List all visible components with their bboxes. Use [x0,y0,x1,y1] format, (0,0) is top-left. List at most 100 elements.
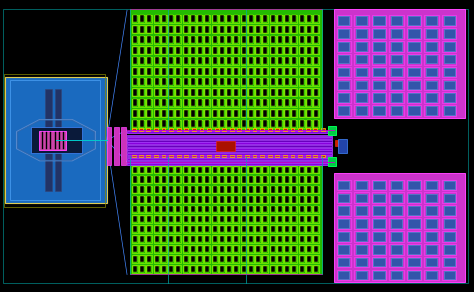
Bar [176,57,180,64]
Bar [277,57,283,65]
Bar [133,186,137,193]
Bar [313,265,319,273]
Bar [292,245,298,253]
Bar [220,246,224,252]
Bar [146,88,153,96]
Bar [278,166,282,173]
Bar [248,265,254,273]
Bar [338,93,349,102]
Bar [132,245,138,253]
Bar [233,15,239,23]
Bar [306,225,312,233]
Bar [204,196,210,203]
Bar [133,89,137,96]
Bar [300,68,304,75]
Bar [127,137,332,139]
Bar [162,128,165,131]
Bar [219,120,225,128]
Bar [424,54,439,65]
Bar [213,236,217,242]
Bar [198,196,202,203]
Bar [204,166,210,173]
Bar [191,99,195,106]
Bar [444,81,455,89]
Bar [248,67,254,75]
Bar [161,186,167,193]
Bar [204,265,210,273]
Bar [253,155,256,157]
Bar [277,265,283,273]
Bar [356,68,367,76]
Bar [205,256,210,262]
Bar [176,226,180,232]
Bar [242,68,246,75]
Bar [292,47,296,54]
Bar [235,57,238,64]
Bar [139,235,145,243]
Bar [284,255,290,263]
Bar [256,166,260,173]
Bar [292,15,298,23]
Bar [292,46,298,54]
Bar [155,99,159,106]
Bar [242,120,246,127]
Bar [175,120,182,128]
Bar [407,28,421,39]
Bar [211,225,218,233]
Bar [132,88,138,96]
Bar [271,196,274,203]
Bar [169,266,173,272]
Bar [182,88,189,96]
Bar [255,255,261,263]
Bar [307,176,311,183]
Bar [213,47,217,54]
Bar [133,110,137,117]
Bar [307,89,311,96]
Bar [176,110,180,117]
Bar [285,226,289,232]
Bar [154,15,160,23]
Bar [154,176,160,183]
Bar [211,57,218,65]
Bar [154,235,160,243]
Bar [182,265,189,273]
Bar [255,25,261,33]
Bar [389,105,404,116]
Bar [426,271,437,279]
Bar [300,186,304,193]
Bar [285,186,289,193]
Bar [262,46,268,54]
Bar [226,215,232,223]
Bar [182,225,189,233]
Bar [168,78,174,86]
Bar [146,215,153,223]
Bar [338,181,349,189]
Bar [227,99,231,106]
Bar [183,57,188,64]
Bar [169,246,173,252]
Bar [283,155,287,157]
Bar [197,25,203,33]
Bar [249,206,253,213]
Bar [264,120,267,127]
Bar [277,78,283,86]
Bar [306,166,312,173]
Bar [191,110,195,117]
Bar [338,271,349,279]
Bar [220,26,224,33]
Bar [146,196,153,203]
Bar [198,186,202,193]
Bar [191,256,195,262]
Bar [277,235,283,243]
Bar [248,176,254,183]
Bar [241,245,247,253]
Bar [391,271,402,279]
Bar [155,26,159,33]
Bar [306,99,312,107]
Bar [314,186,318,193]
Bar [154,109,160,117]
Bar [356,194,367,202]
Bar [237,155,241,157]
Bar [233,206,239,213]
Bar [147,206,151,213]
